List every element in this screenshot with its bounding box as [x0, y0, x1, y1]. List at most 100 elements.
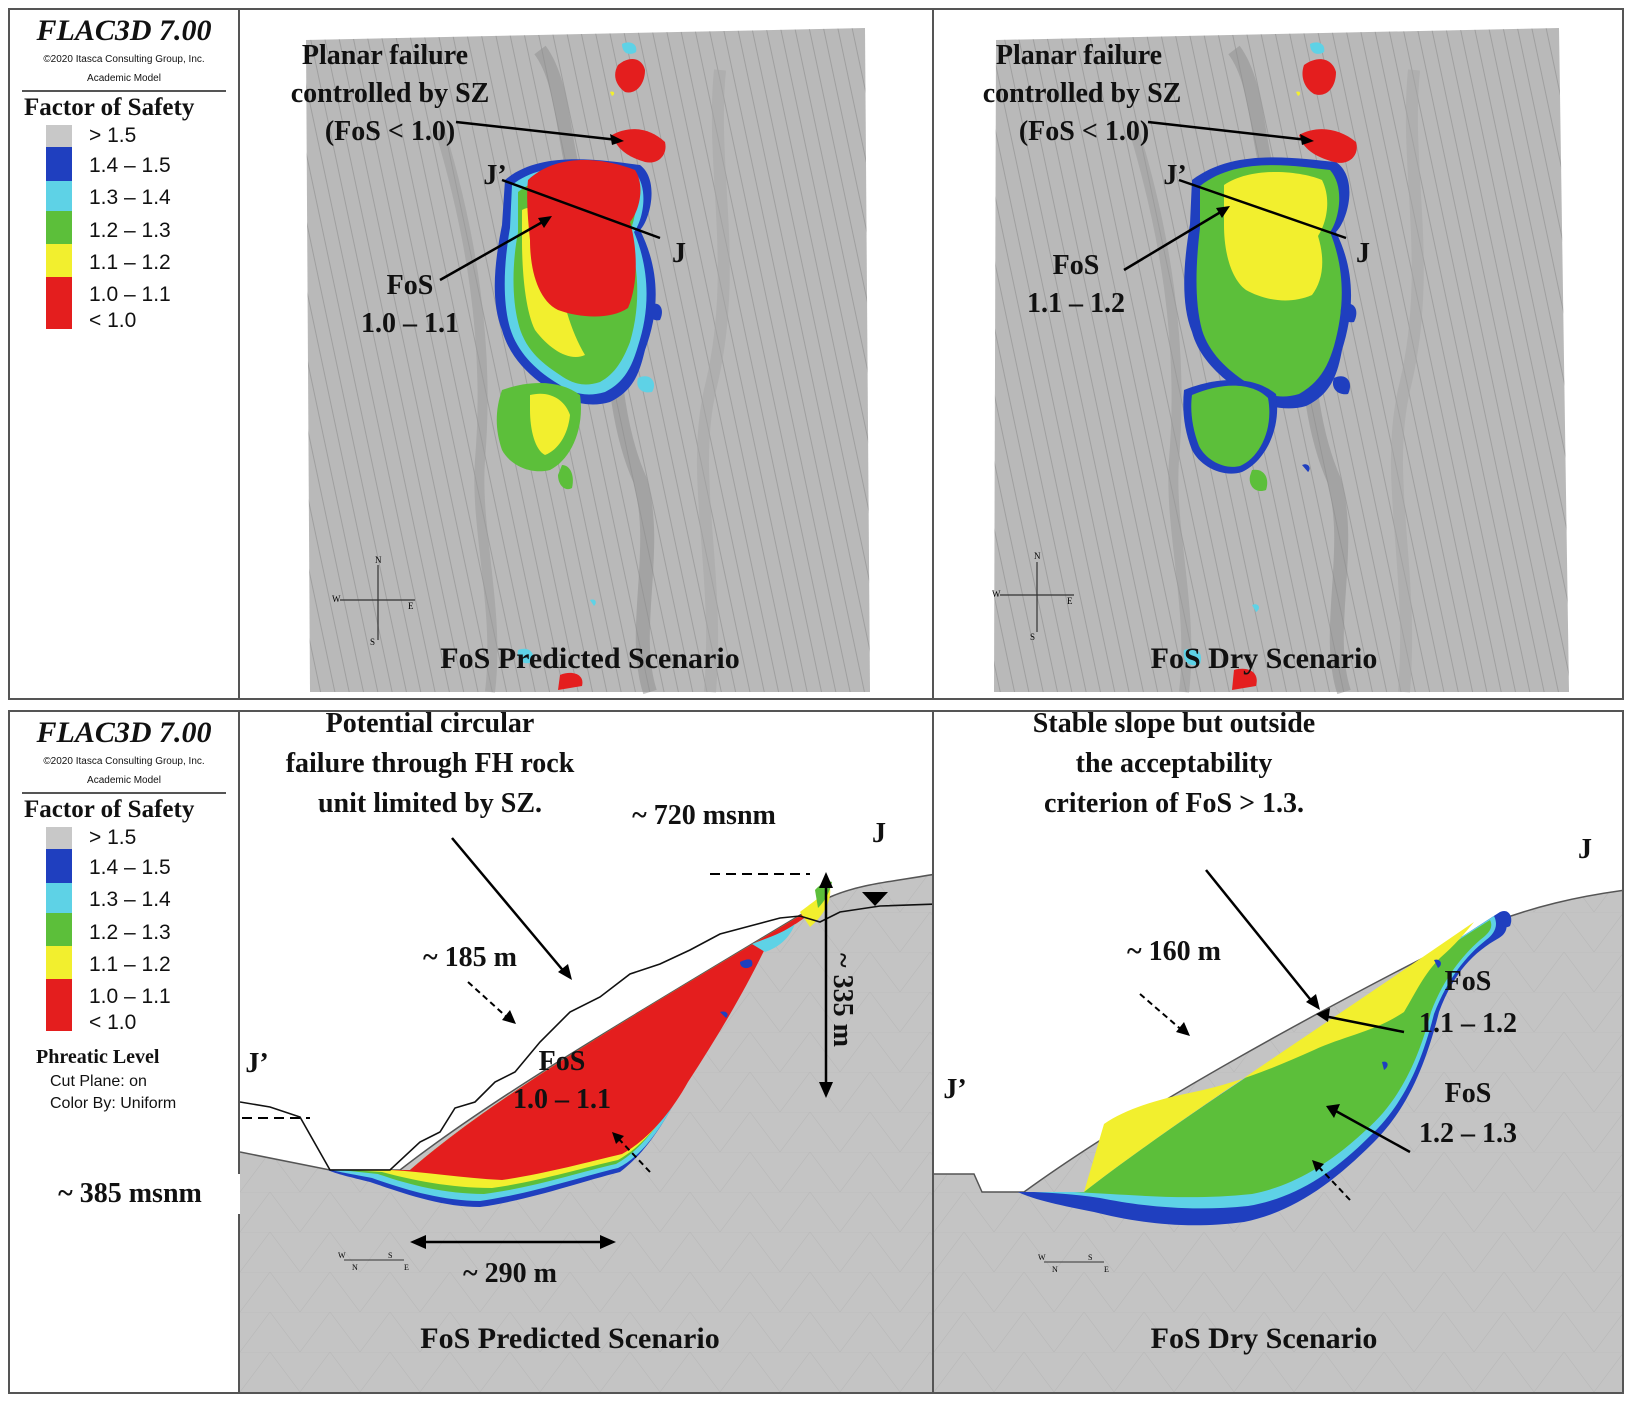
annotation-line-1: Potential circular: [325, 710, 535, 739]
planar-label-2: controlled by SZ: [982, 78, 1182, 109]
swatch-1-0-1-1: [46, 979, 72, 1031]
fos-label-2: 1.0 – 1.1: [513, 1084, 611, 1115]
swatch-1-4-1-5: [46, 147, 72, 181]
planar-failure-zone: [612, 129, 666, 163]
compass-rose: [340, 565, 415, 640]
planar-arrow: [1147, 120, 1309, 142]
compass-s: S: [370, 637, 375, 647]
compass-e: E: [408, 601, 414, 611]
swatch-1-2-1-3: [46, 913, 72, 946]
section-end-label: J: [872, 818, 886, 849]
compass-e: E: [1104, 1265, 1109, 1274]
section-line: [501, 178, 661, 240]
swatch-1-1-1-2: [46, 244, 72, 277]
scenario-label: FoS Dry Scenario: [1150, 642, 1378, 675]
legend-label: 1.3 – 1.4: [89, 186, 171, 209]
swatch-1-3-1-4: [46, 181, 72, 211]
section-predicted-panel: W S N E Potential circular failure throu…: [238, 710, 934, 1394]
section-dry-view: W S N E: [934, 869, 1622, 1392]
legend-label: < 1.0: [89, 309, 137, 332]
compass-e: E: [1067, 596, 1073, 606]
section-start-label: J’: [483, 160, 507, 191]
fos-b-label-1: FoS: [1444, 1078, 1492, 1109]
legend-label: > 1.5: [89, 124, 137, 147]
plan-predicted-map: N W E S: [306, 28, 870, 695]
legend-software-title: FLAC3D 7.00: [36, 14, 212, 47]
swatch-gt-1-5: [46, 827, 72, 849]
phreatic-line: [240, 903, 932, 1171]
swatch-1-2-1-3: [46, 211, 72, 244]
swatch-1-1-1-2: [46, 946, 72, 979]
legend-label: 1.4 – 1.5: [89, 856, 171, 879]
legend-model: Academic Model: [87, 73, 161, 84]
plan-dry-panel: N W E S Planar failure controlled by SZ …: [932, 8, 1624, 700]
depth-label: ~ 160 m: [1127, 936, 1221, 967]
section-start-label: J’: [1163, 160, 1187, 191]
width-label: ~ 290 m: [463, 1258, 557, 1289]
height-label: ~ 335 m: [827, 953, 858, 1047]
compass-w: W: [1038, 1253, 1046, 1262]
annotation-line-3: unit limited by SZ.: [317, 788, 543, 819]
section-end-label: J: [1356, 238, 1370, 269]
legend-label: 1.3 – 1.4: [89, 888, 171, 911]
compass-s: S: [388, 1251, 392, 1260]
plan-predicted-panel: N W E S Planar failure controlled by SZ …: [238, 8, 934, 700]
fos-label-2: 1.1 – 1.2: [1027, 288, 1125, 319]
planar-label-2: controlled by SZ: [290, 78, 490, 109]
section-start-label: J’: [245, 1048, 269, 1079]
annotation-arrow: [1205, 869, 1315, 1005]
swatch-gt-1-5: [46, 125, 72, 147]
fos-zone-1-0-1-1: [527, 160, 641, 317]
planar-arrow: [455, 120, 619, 142]
fos-label-2: 1.0 – 1.1: [361, 308, 459, 339]
planar-label-3: (FoS < 1.0): [1018, 116, 1150, 147]
fos-a-arrow: [1323, 1014, 1405, 1034]
swatch-1-4-1-5: [46, 849, 72, 883]
depth-arrow: [467, 981, 511, 1021]
depth-label: ~ 185 m: [423, 942, 517, 973]
section-line: [1178, 178, 1347, 240]
section-start-label: J’: [943, 1074, 967, 1105]
fos-a-label-1: FoS: [1444, 966, 1492, 997]
planar-label-1: Planar failure: [301, 40, 469, 71]
phreatic-color-by: Color By: Uniform: [50, 1095, 177, 1112]
planar-label-1: Planar failure: [995, 40, 1163, 71]
fos-label-1: FoS: [538, 1046, 586, 1077]
legend-divider: [22, 90, 226, 92]
plan-dry-map: N W E S: [992, 28, 1569, 695]
fos-arrow: [1123, 208, 1225, 272]
legend-top: FLAC3D 7.00 ©2020 Itasca Consulting Grou…: [8, 8, 240, 700]
fos-b-arrow: [1333, 1108, 1411, 1154]
legend-label: 1.0 – 1.1: [89, 283, 171, 306]
elevation-top-label: ~ 720 msnm: [632, 800, 776, 831]
legend-label: 1.2 – 1.3: [89, 921, 171, 944]
scenario-label: FoS Dry Scenario: [1150, 1322, 1378, 1355]
fos-a-label-2: 1.1 – 1.2: [1419, 1008, 1517, 1039]
compass-n: N: [352, 1263, 358, 1272]
planar-label-3: (FoS < 1.0): [324, 116, 456, 147]
compass-s: S: [1088, 1253, 1092, 1262]
legend-divider: [22, 792, 226, 794]
legend-copyright: ©2020 Itasca Consulting Group, Inc.: [43, 756, 205, 767]
compass-n: N: [1034, 551, 1041, 561]
compass-rose: [1000, 562, 1074, 632]
compass-n: N: [375, 555, 382, 565]
legend-heading: Factor of Safety: [24, 94, 195, 121]
legend-copyright: ©2020 Itasca Consulting Group, Inc.: [43, 54, 205, 65]
scenario-label: FoS Predicted Scenario: [440, 642, 740, 675]
compass-w: W: [338, 1251, 346, 1260]
elevation-bottom-label: ~ 385 msnm: [20, 1174, 240, 1214]
fos-zone-1-0-1-1: [368, 900, 826, 1180]
legend-bottom: FLAC3D 7.00 ©2020 Itasca Consulting Grou…: [8, 710, 240, 1394]
annotation-arrow: [451, 837, 567, 975]
legend-software-title: FLAC3D 7.00: [36, 716, 212, 749]
depth-arrow: [1139, 993, 1185, 1033]
phreatic-title: Phreatic Level: [36, 1046, 160, 1068]
swatch-1-3-1-4: [46, 883, 72, 913]
legend-model: Academic Model: [87, 775, 161, 786]
annotation-line-1: Stable slope but outside: [1032, 710, 1316, 739]
legend-label: < 1.0: [89, 1011, 137, 1034]
fos-b-label-2: 1.2 – 1.3: [1419, 1118, 1517, 1149]
section-end-label: J: [672, 238, 686, 269]
